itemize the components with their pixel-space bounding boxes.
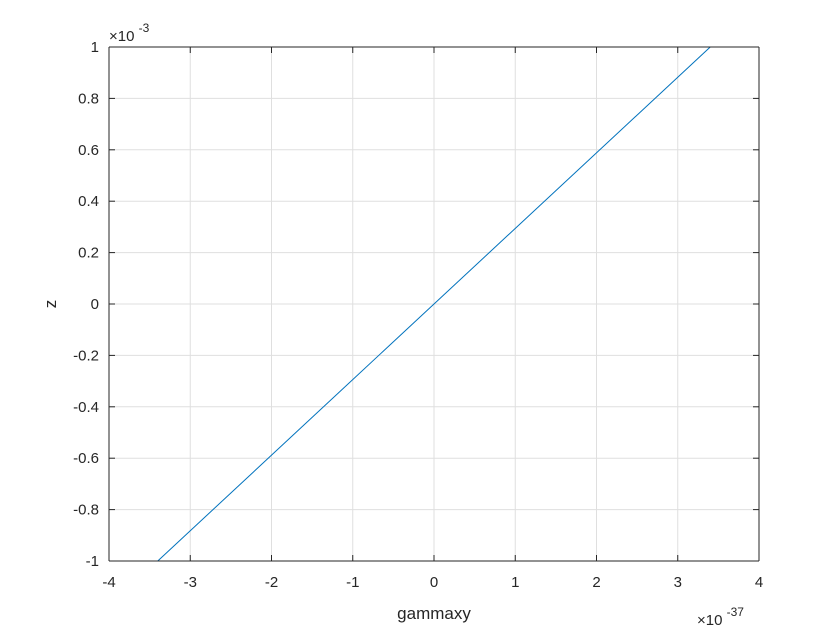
y-exponent-power: -3	[139, 21, 150, 35]
y-tick-label: 0.4	[78, 193, 99, 210]
x-tick-label: 0	[430, 574, 438, 591]
x-tick-label: -4	[102, 574, 115, 591]
y-tick-label: -0.6	[73, 450, 99, 467]
x-tick-label: -1	[346, 574, 359, 591]
series-line	[157, 46, 711, 562]
y-tick-label: 1	[91, 39, 99, 56]
x-axis-label: gammaxy	[397, 604, 471, 623]
x-exponent-multiplier: ×10 -37	[697, 605, 744, 629]
x-exponent-base: ×10	[697, 612, 722, 629]
x-tick-label: -3	[184, 574, 197, 591]
y-tick-label: 0.6	[78, 142, 99, 159]
y-exponent-multiplier: ×10 -3	[109, 21, 150, 45]
x-tick-label: -2	[265, 574, 278, 591]
series-layer	[157, 46, 711, 562]
x-tick-label: 4	[755, 574, 763, 591]
y-tick-label: 0.2	[78, 245, 99, 262]
x-tick-label: 2	[592, 574, 600, 591]
axes	[108, 46, 760, 562]
y-tick-label: -0.2	[73, 347, 99, 364]
y-tick-label: 0.8	[78, 90, 99, 107]
x-exponent-power: -37	[727, 605, 745, 619]
y-tick-label: -0.4	[73, 399, 99, 416]
y-tick-label: -0.8	[73, 502, 99, 519]
y-tick-label: 0	[91, 296, 99, 313]
y-tick-label: -1	[86, 553, 99, 570]
tick-labels: -4 -3 -2 -1 0 1 2 3 4 -1 -0.8 -0.6 -0.4 -0.2 0 0.2 0.4 0.…	[73, 39, 763, 591]
x-tick-label: 3	[674, 574, 682, 591]
y-exponent-base: ×10	[109, 28, 134, 45]
x-tick-label: 1	[511, 574, 519, 591]
y-axis-label: z	[41, 300, 60, 309]
